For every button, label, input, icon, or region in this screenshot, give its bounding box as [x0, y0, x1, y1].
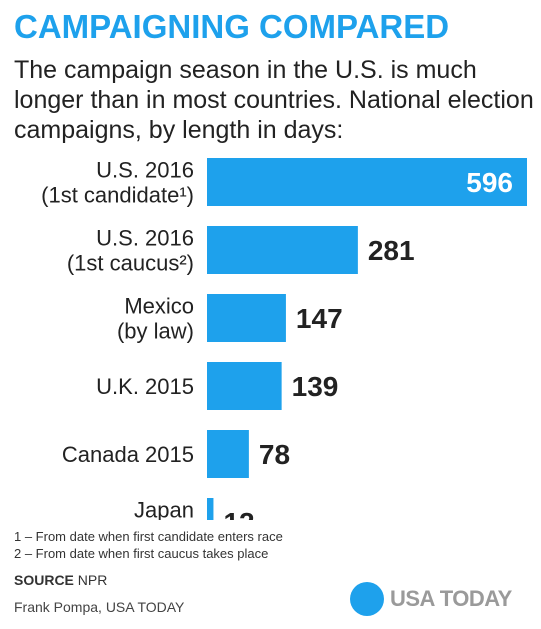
source-line: SOURCE NPR	[14, 572, 107, 588]
category-label-1-0: U.S. 2016	[96, 226, 194, 251]
logo-dot-icon	[350, 582, 384, 616]
chart-title: CAMPAIGNING COMPARED	[14, 8, 450, 45]
footnote-2: 2 – From date when first caucus takes pl…	[14, 546, 269, 561]
value-label-3: 139	[292, 371, 339, 402]
category-label-0-0: U.S. 2016	[96, 158, 194, 183]
category-label-5-0: Japan	[134, 498, 194, 521]
value-label-5: 12	[223, 507, 254, 520]
usa-today-logo: USA TODAY	[350, 582, 512, 616]
value-label-2: 147	[296, 303, 343, 334]
chart-subtitle: The campaign season in the U.S. is much …	[14, 56, 534, 144]
category-label-2-0: Mexico	[124, 294, 194, 319]
footnote-1: 1 – From date when first candidate enter…	[14, 529, 283, 544]
category-label-2-1: (by law)	[117, 319, 194, 344]
value-label-1: 281	[368, 235, 415, 266]
category-label-4-0: Canada 2015	[62, 442, 194, 467]
bar-5	[207, 498, 214, 520]
source-text: NPR	[77, 572, 108, 588]
bar-4	[207, 430, 249, 478]
category-label-0-1: (1st candidate¹)	[41, 183, 194, 208]
bar-0	[207, 158, 527, 206]
source-label: SOURCE	[14, 572, 74, 588]
bar-1	[207, 226, 358, 274]
bar-2	[207, 294, 286, 342]
value-label-0: 596	[466, 167, 513, 198]
bar-3	[207, 362, 282, 410]
credit-line: Frank Pompa, USA TODAY	[14, 599, 185, 615]
category-label-1-1: (1st caucus²)	[67, 251, 194, 276]
value-label-4: 78	[259, 439, 290, 470]
category-label-3-0: U.K. 2015	[96, 374, 194, 399]
logo-text: USA TODAY	[390, 586, 512, 611]
